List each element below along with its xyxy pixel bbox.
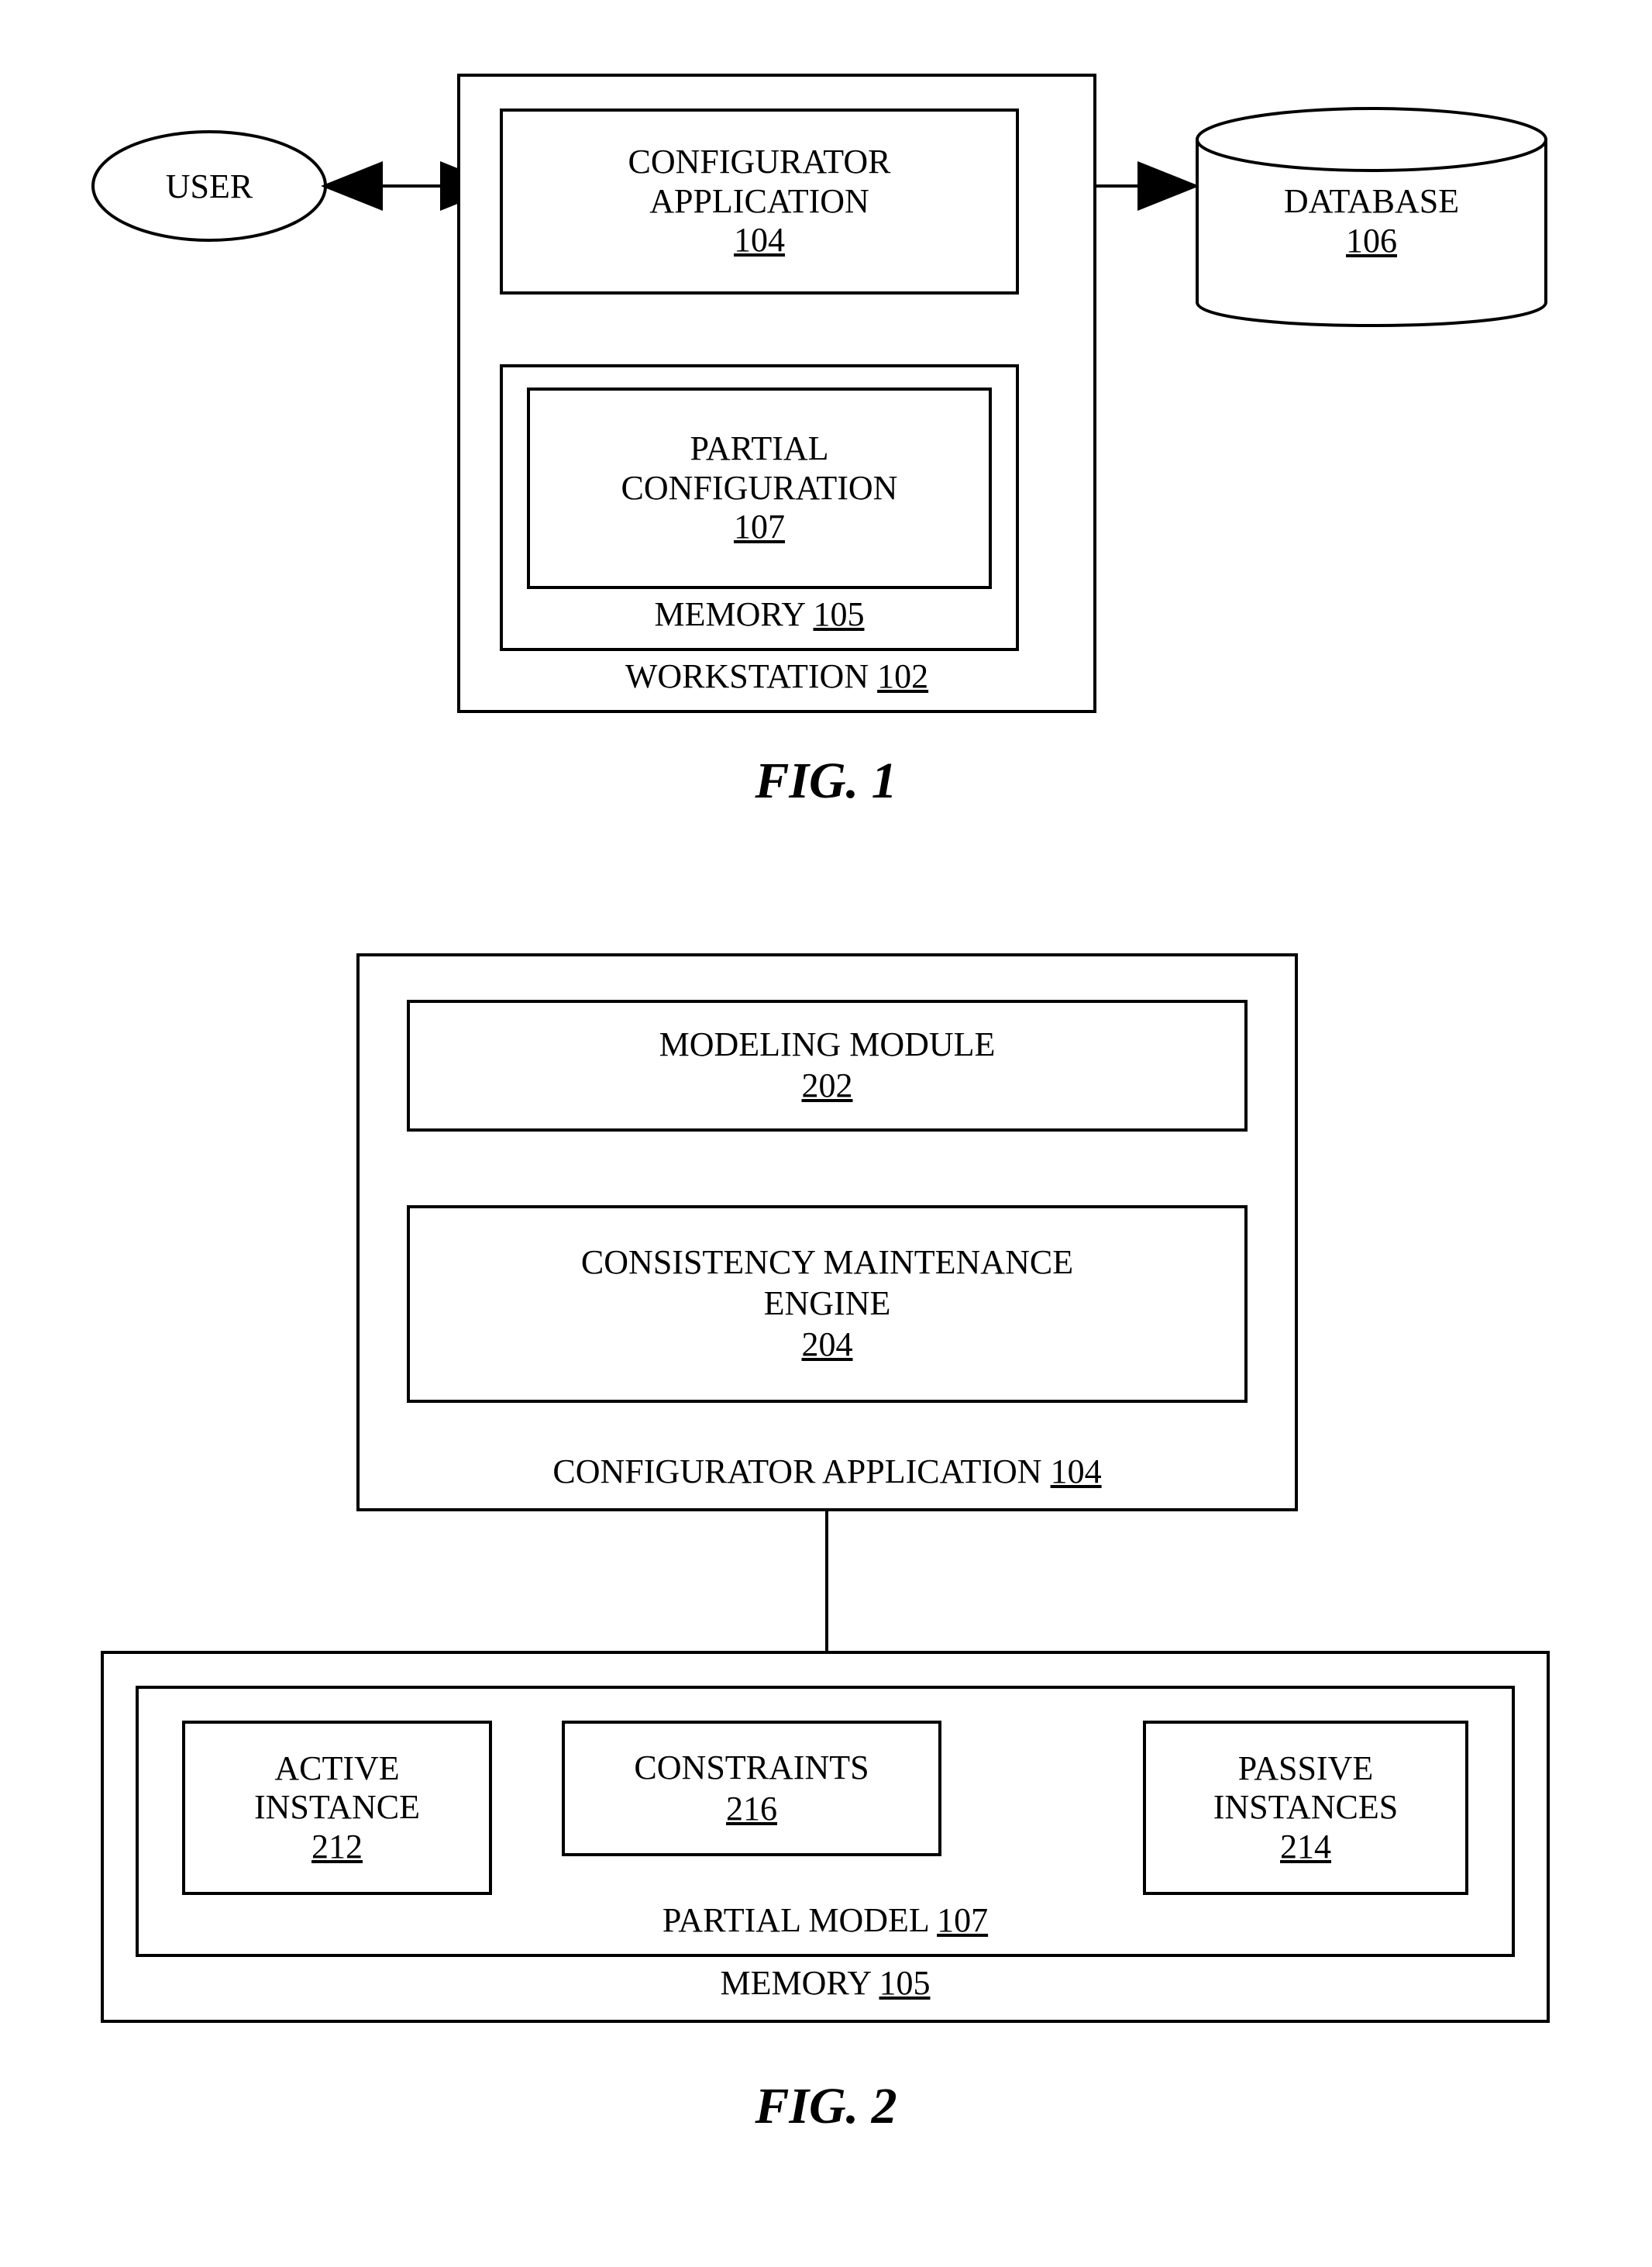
active-instance-box: ACTIVE INSTANCE 212 xyxy=(182,1721,492,1895)
active-line1: ACTIVE xyxy=(274,1749,399,1789)
passive-line2: INSTANCES xyxy=(1213,1788,1399,1828)
partial-line2: CONFIGURATION xyxy=(621,469,898,508)
user-label: USER xyxy=(155,167,263,206)
workstation-num: 102 xyxy=(877,657,928,695)
memory-num-fig1: 105 xyxy=(813,595,864,633)
configurator-caption-fig2: CONFIGURATOR APPLICATION 104 xyxy=(552,1452,1101,1491)
consistency-line2: ENGINE xyxy=(764,1283,891,1325)
constraints-num: 216 xyxy=(726,1789,777,1830)
active-num: 212 xyxy=(311,1828,363,1867)
memory-label-fig1: MEMORY xyxy=(655,595,805,633)
database-text: DATABASE xyxy=(1209,182,1534,222)
configurator-label-fig2: CONFIGURATOR APPLICATION xyxy=(552,1452,1041,1490)
diagram-canvas: USER DATABASE 106 WORKSTATION 102 CONFIG… xyxy=(0,0,1652,2267)
partial-model-num: 107 xyxy=(937,1901,988,1939)
modeling-label: MODELING MODULE xyxy=(659,1025,996,1066)
memory-caption-fig2: MEMORY 105 xyxy=(721,1963,931,2003)
consistency-line1: CONSISTENCY MAINTENANCE xyxy=(581,1242,1073,1283)
configurator-box-fig1: CONFIGURATOR APPLICATION 104 xyxy=(500,109,1019,295)
modeling-module-box: MODELING MODULE 202 xyxy=(407,1000,1248,1132)
database-num: 106 xyxy=(1209,222,1534,261)
memory-caption-fig1: MEMORY 105 xyxy=(655,594,865,634)
configurator-num-fig2: 104 xyxy=(1051,1452,1102,1490)
passive-line1: PASSIVE xyxy=(1238,1749,1373,1789)
workstation-label: WORKSTATION xyxy=(625,657,869,695)
partial-config-box: PARTIAL CONFIGURATION 107 xyxy=(527,388,992,589)
passive-num: 214 xyxy=(1280,1828,1331,1867)
fig2-caption: FIG. 2 xyxy=(0,2077,1652,2136)
configurator-num: 104 xyxy=(734,221,785,260)
constraints-label: CONSTRAINTS xyxy=(634,1748,869,1789)
passive-instances-box: PASSIVE INSTANCES 214 xyxy=(1143,1721,1468,1895)
memory-label-fig2: MEMORY xyxy=(721,1964,871,2002)
consistency-num: 204 xyxy=(802,1325,853,1366)
modeling-num: 202 xyxy=(802,1066,853,1107)
database-label: DATABASE 106 xyxy=(1209,182,1534,260)
partial-model-caption: PARTIAL MODEL 107 xyxy=(663,1900,988,1940)
configurator-line1: CONFIGURATOR xyxy=(628,143,890,182)
active-line2: INSTANCE xyxy=(254,1788,420,1828)
consistency-engine-box: CONSISTENCY MAINTENANCE ENGINE 204 xyxy=(407,1205,1248,1403)
partial-model-label: PARTIAL MODEL xyxy=(663,1901,928,1939)
fig1-caption: FIG. 1 xyxy=(0,752,1652,811)
workstation-caption: WORKSTATION 102 xyxy=(625,656,928,696)
partial-num: 107 xyxy=(734,508,785,547)
partial-line1: PARTIAL xyxy=(690,429,828,469)
constraints-box: CONSTRAINTS 216 xyxy=(562,1721,941,1856)
configurator-line2: APPLICATION xyxy=(649,182,869,222)
memory-num-fig2: 105 xyxy=(879,1964,930,2002)
